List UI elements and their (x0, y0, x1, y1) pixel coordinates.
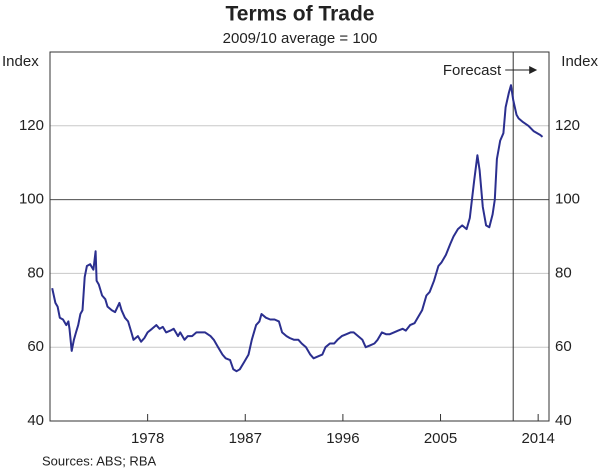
chart-subtitle: 2009/10 average = 100 (223, 30, 378, 47)
x-tick-label: 1996 (326, 430, 359, 447)
y2-tick-label: 80 (555, 264, 572, 281)
chart-title: Terms of Trade (226, 3, 375, 26)
y-tick-label: 100 (19, 191, 44, 208)
x-tick-label: 2014 (521, 430, 554, 447)
y-tick-label: 40 (27, 412, 44, 429)
series-line (51, 84, 544, 373)
x-tick-label: 2005 (424, 430, 457, 447)
y2-tick-label: 100 (555, 191, 580, 208)
x-tick-label: 1987 (229, 430, 262, 447)
y-tick-label: 120 (19, 117, 44, 134)
y2-tick-label: 60 (555, 338, 572, 355)
y2-axis-label: Index (561, 53, 598, 70)
plot-frame (49, 51, 550, 422)
source-note: Sources: ABS; RBA (42, 453, 156, 468)
forecast-label: Forecast (443, 62, 502, 79)
y2-tick-label: 120 (555, 117, 580, 134)
y2-tick-label: 40 (555, 412, 572, 429)
y-tick-label: 60 (27, 338, 44, 355)
y-axis-label: Index (2, 53, 39, 70)
forecast-arrowhead (529, 66, 538, 74)
x-tick-label: 1978 (131, 430, 164, 447)
y-tick-label: 80 (27, 264, 44, 281)
